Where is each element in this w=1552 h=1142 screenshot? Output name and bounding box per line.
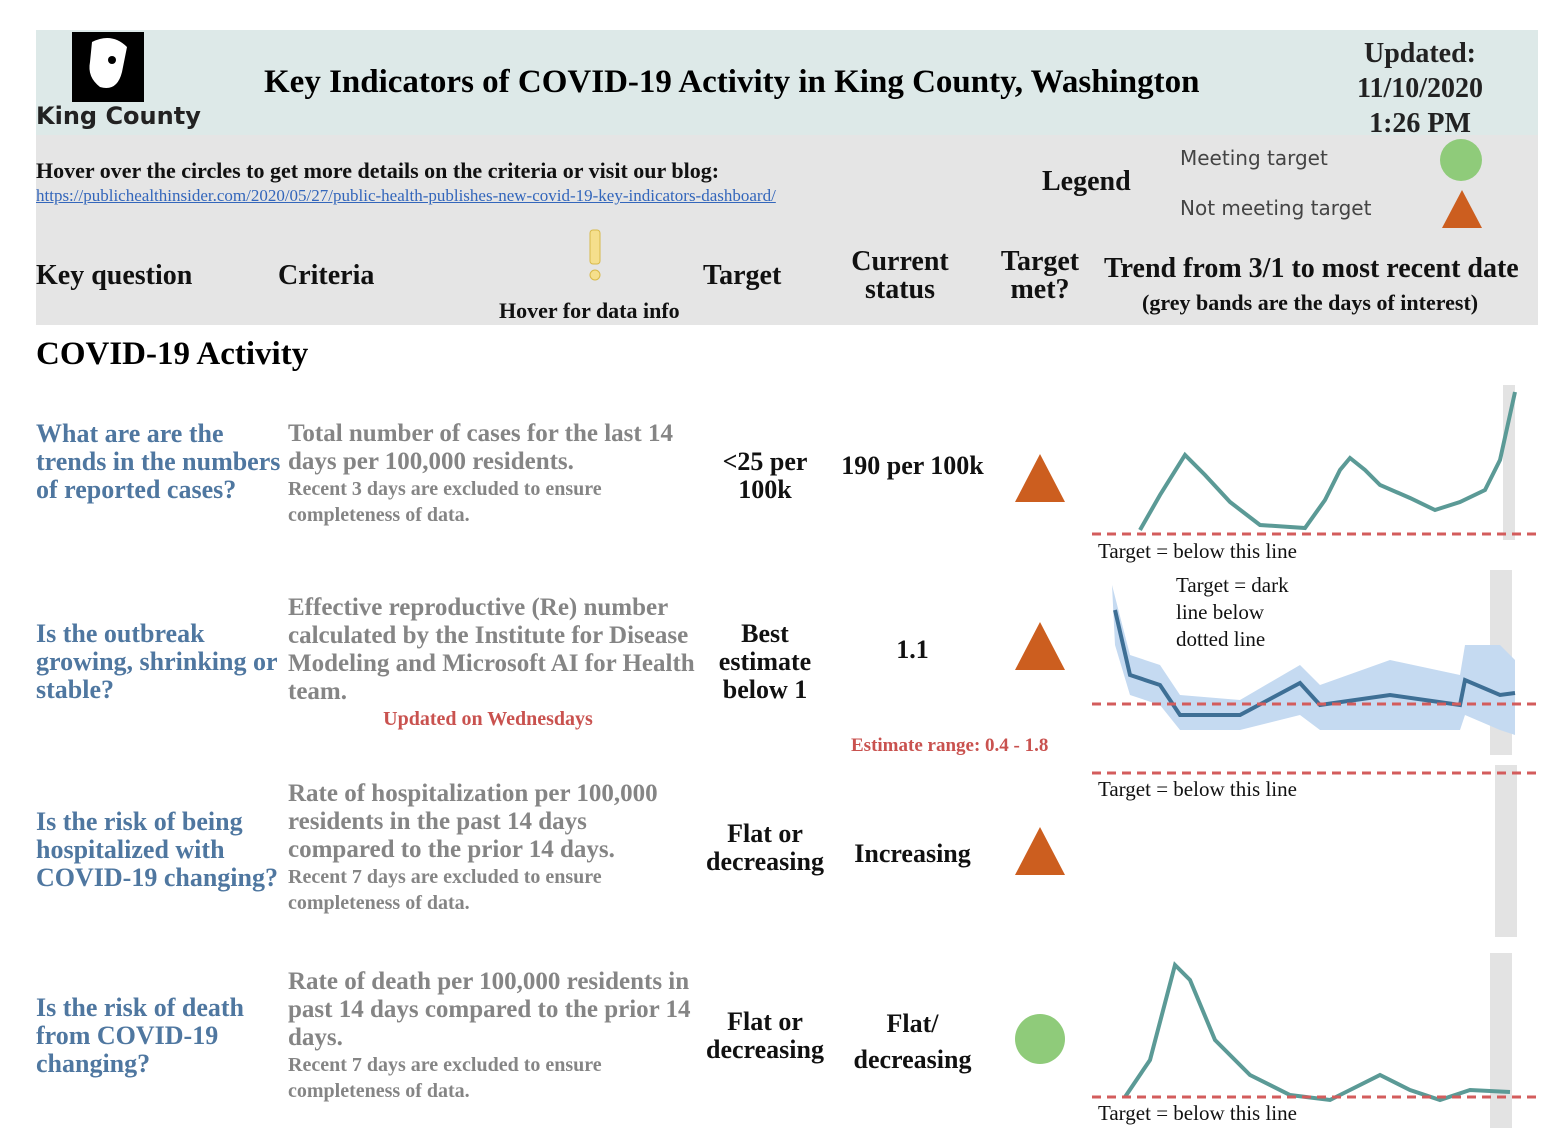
criteria: Effective reproductive (Re) number calcu… — [288, 594, 698, 732]
updated: Updated: 11/10/2020 1:26 PM — [1320, 36, 1520, 141]
info-band — [36, 135, 1538, 325]
chart-annotation: Target = below this line — [1098, 777, 1297, 801]
logo-text: King County — [36, 102, 201, 130]
target-met-indicator[interactable] — [1013, 825, 1067, 879]
legend-circle — [1440, 139, 1482, 181]
target: <25 per 100k — [722, 447, 808, 504]
triangle — [1015, 454, 1065, 502]
target-met-indicator[interactable] — [1013, 452, 1067, 506]
current-status: 190 per 100k — [841, 451, 984, 480]
criteria: Rate of death per 100,000 residents in p… — [288, 968, 698, 1104]
target: Best estimate below 1 — [718, 619, 812, 704]
logo — [72, 32, 144, 102]
criteria: Rate of hospitalization per 100,000 resi… — [288, 780, 698, 916]
chart-annotation: Target = below this line — [1098, 1101, 1297, 1125]
key-question: Is the outbreak growing, shrinking or st… — [36, 619, 278, 704]
criteria-note: Recent 3 days are excluded to ensure com… — [288, 478, 602, 526]
current-status: Increasing — [854, 839, 971, 868]
section-title: COVID-19 Activity — [36, 336, 309, 372]
criteria-text: Total number of cases for the last 14 da… — [288, 420, 673, 475]
legend-item: Meeting target — [1180, 146, 1328, 170]
target: Flat or decreasing — [706, 1007, 824, 1064]
trend-chart — [1092, 953, 1536, 1128]
hover-icon — [589, 229, 601, 281]
criteria-text: Rate of hospitalization per 100,000 resi… — [288, 780, 658, 863]
target: Flat or decreasing — [706, 819, 824, 876]
target-met-indicator[interactable] — [1013, 620, 1067, 674]
updated-line: 1:26 PM — [1369, 108, 1471, 139]
col-header: Target met? — [1000, 246, 1080, 305]
triangle — [1015, 827, 1065, 875]
key-question: What are are the trends in the numbers o… — [36, 419, 281, 504]
col-header: Trend from 3/1 to most recent date — [1104, 253, 1519, 284]
legend-triangle — [1442, 190, 1482, 228]
circle — [1015, 1014, 1065, 1064]
current-status: 1.1 — [896, 635, 929, 664]
trend-chart — [1092, 385, 1536, 540]
chart-annotation: Target = below this line — [1098, 539, 1297, 563]
criteria: Total number of cases for the last 14 da… — [288, 420, 698, 528]
col-header: (grey bands are the days of interest) — [1142, 290, 1479, 315]
info-text: Hover over the circles to get more detai… — [36, 158, 720, 183]
criteria-text: Effective reproductive (Re) number calcu… — [288, 594, 695, 705]
header-band — [36, 30, 1538, 135]
target-met-indicator[interactable] — [1013, 1012, 1067, 1066]
criteria-note: Updated on Wednesdays — [383, 708, 593, 730]
col-header: Hover for data info — [499, 298, 680, 323]
col-header: Key question — [36, 260, 193, 291]
legend-title: Legend — [1042, 166, 1131, 197]
col-header: Target — [703, 260, 782, 291]
status-note: Estimate range: 0.4 - 1.8 — [851, 735, 1049, 756]
updated-line: 11/10/2020 — [1356, 73, 1483, 104]
current-status: Flat/ decreasing — [853, 1009, 972, 1074]
col-header: Current status — [851, 246, 949, 305]
legend-item: Not meeting target — [1180, 196, 1372, 220]
criteria-note: Recent 7 days are excluded to ensure com… — [288, 1054, 602, 1102]
chart-annotation: Target = dark line below dotted line — [1176, 573, 1289, 651]
blog-link[interactable]: https://publichealthinsider.com/2020/05/… — [36, 186, 776, 205]
criteria-note: Recent 7 days are excluded to ensure com… — [288, 866, 602, 914]
trend-chart — [1092, 765, 1536, 937]
updated-line: Updated: — [1363, 38, 1476, 69]
key-question: Is the risk of being hospitalized with C… — [36, 807, 278, 892]
title: Key Indicators of COVID-19 Activity in K… — [264, 64, 1200, 100]
col-header: Criteria — [278, 260, 375, 291]
criteria-text: Rate of death per 100,000 residents in p… — [288, 968, 691, 1051]
triangle — [1015, 622, 1065, 670]
key-question: Is the risk of death from COVID-19 chang… — [36, 993, 245, 1078]
trend-chart — [1092, 570, 1536, 755]
